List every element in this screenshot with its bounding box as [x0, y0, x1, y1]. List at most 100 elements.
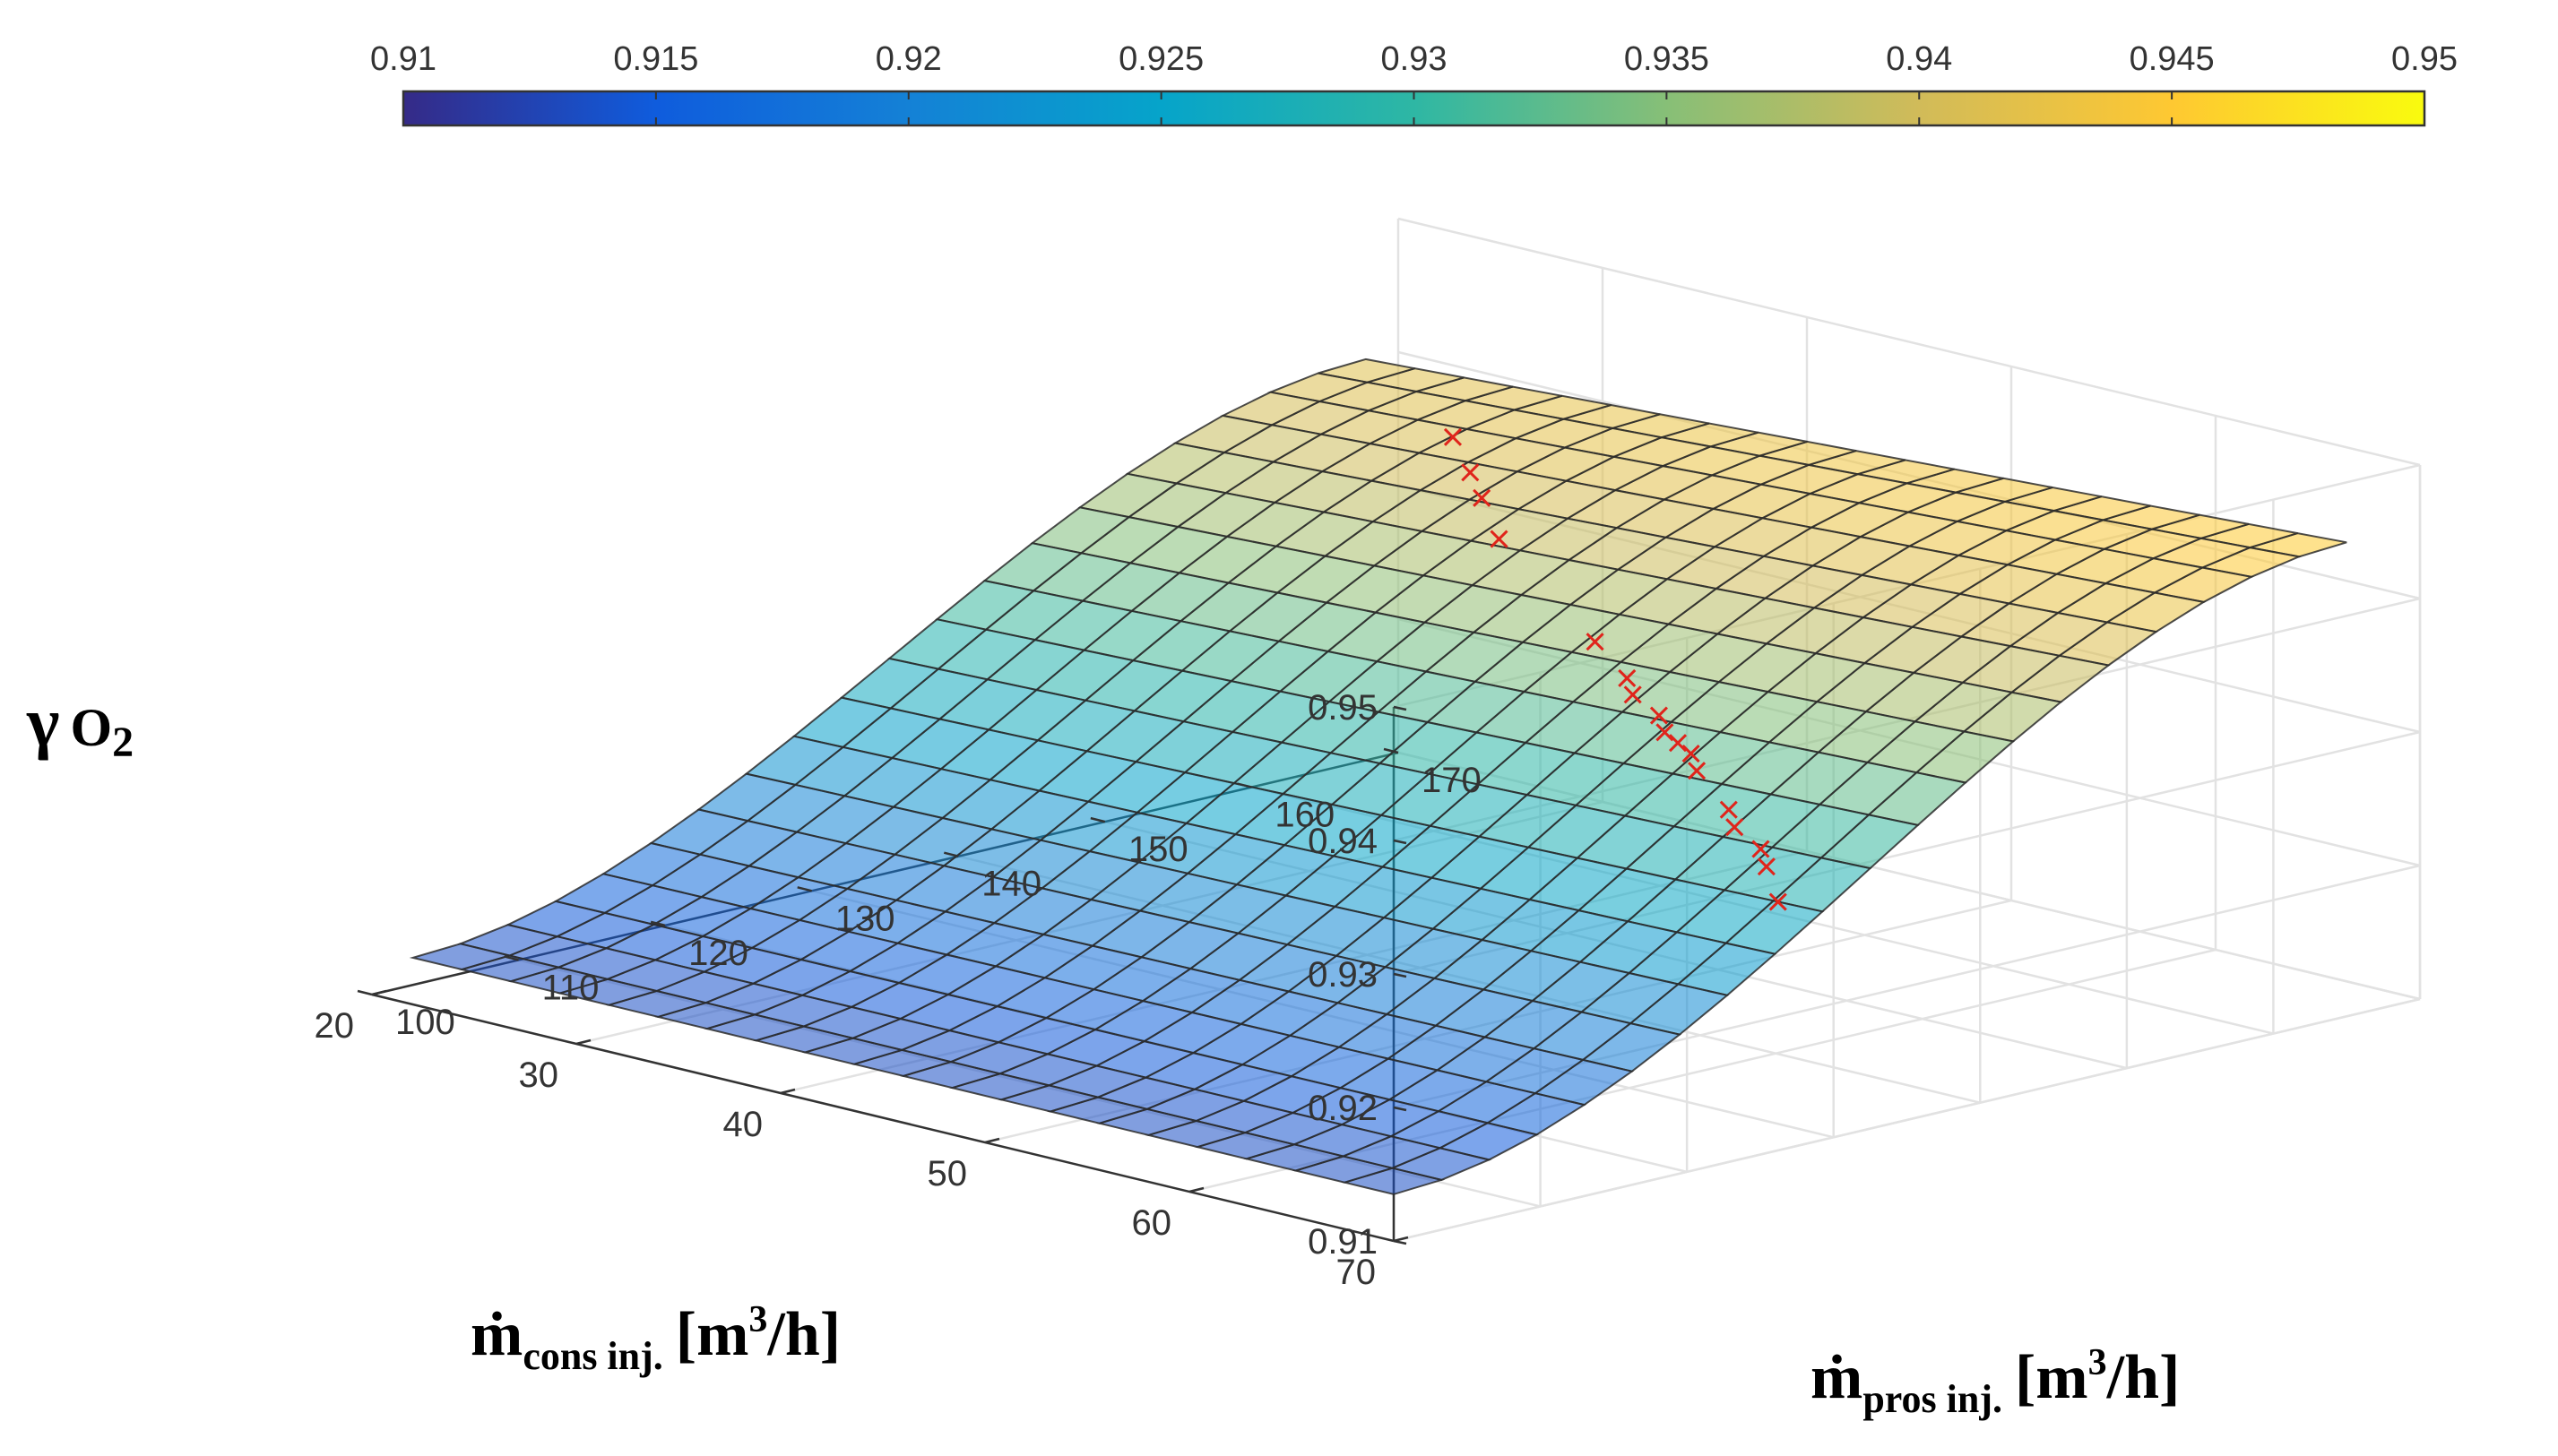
y-axis-label: ṁpros inj. [m3/h] [1810, 1342, 2180, 1421]
x-tick-mark [984, 1137, 1000, 1144]
optimal-point-markers [1443, 427, 1787, 911]
y-tick-label: 110 [542, 968, 600, 1007]
marker-stroke [1473, 488, 1491, 507]
x-label-unit-pre: [m [676, 1300, 749, 1369]
y-label-unit-sup: 3 [2088, 1342, 2107, 1383]
optimal-point-marker [1618, 668, 1637, 687]
marker-stroke [1649, 706, 1668, 725]
optimal-point-marker [1681, 744, 1700, 763]
colorbar-tick-label: 0.94 [1886, 40, 1952, 78]
marker-stroke [1725, 818, 1744, 837]
x-label-unit-sup: 3 [748, 1299, 767, 1340]
y-label-unit-post: /h] [2106, 1343, 2181, 1412]
z-tick-mark [1393, 839, 1407, 845]
optimal-point-marker [1751, 840, 1770, 858]
wall-grid-line [1393, 997, 2421, 1243]
x-tick-mark [1393, 1236, 1409, 1243]
surface-patch [409, 943, 514, 971]
x-axis-line [371, 993, 1395, 1243]
y-label-main: ṁ [1810, 1343, 1862, 1412]
x-tick-mark [371, 989, 387, 996]
colorbar-tick-label: 0.91 [370, 40, 436, 78]
colorbar-tick-label: 0.925 [1119, 40, 1204, 78]
y-tick-label: 160 [1275, 796, 1335, 835]
y-tick-label: 100 [395, 1003, 455, 1042]
marker-stroke [1586, 633, 1604, 651]
optimal-point-marker [1443, 427, 1463, 446]
marker-stroke [1461, 463, 1480, 482]
y-label-unit-pre: [m [2015, 1343, 2088, 1412]
x-tick-label: 70 [1336, 1253, 1377, 1292]
x-tick-label: 50 [928, 1154, 968, 1193]
z-tick-label: 0.93 [1308, 955, 1378, 995]
z-tick-mark [1393, 1106, 1407, 1112]
marker-stroke [1681, 744, 1700, 763]
optimal-point-marker [1623, 685, 1642, 704]
y-tick-mark [504, 955, 519, 961]
marker-stroke [1490, 530, 1508, 548]
y-tick-mark [943, 851, 959, 857]
colorbar-tick-label: 0.945 [2130, 40, 2215, 78]
y-tick-label: 130 [835, 899, 895, 938]
x-axis-label: ṁcons inj. [m3/h] [471, 1299, 841, 1378]
colorbar-tick-label: 0.93 [1381, 40, 1448, 78]
optimal-point-marker [1649, 706, 1668, 725]
y-tick-mark [1090, 816, 1106, 823]
z-tick-label: 0.95 [1308, 688, 1378, 728]
marker-stroke [1719, 800, 1738, 819]
marker-stroke [1623, 685, 1642, 704]
z-label-species: O [71, 698, 113, 757]
optimal-point-marker [1461, 463, 1480, 482]
marker-stroke [1751, 840, 1770, 858]
x-label-unit-post: /h] [766, 1300, 841, 1369]
y-tick-label: 150 [1128, 830, 1188, 869]
y-tick-label: 140 [981, 865, 1041, 904]
colorbar-ticks: 0.91 0.915 0.92 0.925 0.93 0.935 0.94 0.945 0.95 [370, 40, 2458, 125]
surface-mesh [409, 358, 2347, 1195]
colorbar-tick-label: 0.935 [1624, 40, 1709, 78]
marker-stroke [1655, 723, 1674, 742]
z-axis-label: γ O2 [26, 683, 134, 766]
marker-stroke [1757, 857, 1776, 876]
optimal-point-marker [1757, 857, 1776, 876]
x-tick-label: 20 [315, 1006, 355, 1046]
optimal-point-marker [1725, 818, 1744, 837]
x-label-main: ṁ [471, 1300, 523, 1369]
colorbar-tick-label: 0.915 [613, 40, 698, 78]
marker-stroke [1443, 427, 1463, 446]
z-label-subscript: 2 [112, 719, 134, 766]
y-tick-label: 120 [688, 934, 748, 973]
y-tick-mark [650, 920, 666, 927]
marker-stroke [1768, 892, 1787, 911]
z-tick-mark [1393, 705, 1407, 711]
colorbar-tick-label: 0.92 [876, 40, 942, 78]
marker-stroke [1618, 668, 1637, 687]
x-tick-mark [780, 1088, 796, 1095]
optimal-point-marker [1687, 762, 1707, 780]
y-tick-mark [1237, 782, 1252, 788]
axis-tick-labels: 0.91 0.92 0.93 0.94 0.95 20 30 40 50 60 70 100 110 12… [315, 688, 1482, 1292]
z-tick-label: 0.91 [1308, 1222, 1378, 1262]
wall-grid-line [1397, 217, 2421, 467]
y-label-sub: pros inj. [1862, 1377, 2002, 1421]
optimal-point-marker [1490, 530, 1508, 548]
optimal-point-marker [1586, 633, 1604, 651]
z-tick-mark [1393, 972, 1407, 978]
y-tick-mark [1383, 747, 1399, 754]
colorbar-tick-label: 0.95 [2391, 40, 2458, 78]
x-tick-label: 40 [723, 1105, 764, 1144]
y-tick-label: 170 [1422, 761, 1482, 800]
z-label-symbol: γ [26, 683, 60, 761]
optimal-point-marker [1719, 800, 1738, 819]
z-tick-label: 0.94 [1308, 822, 1378, 861]
optimal-point-marker [1473, 488, 1491, 507]
x-tick-label: 30 [519, 1055, 559, 1095]
optimal-point-marker [1768, 892, 1787, 911]
y-tick-mark [797, 886, 813, 892]
optimal-point-marker [1668, 734, 1688, 753]
y-tick-mark [357, 989, 373, 996]
optimal-point-marker [1655, 723, 1674, 742]
marker-stroke [1668, 734, 1688, 753]
z-tick-label: 0.92 [1308, 1089, 1378, 1128]
